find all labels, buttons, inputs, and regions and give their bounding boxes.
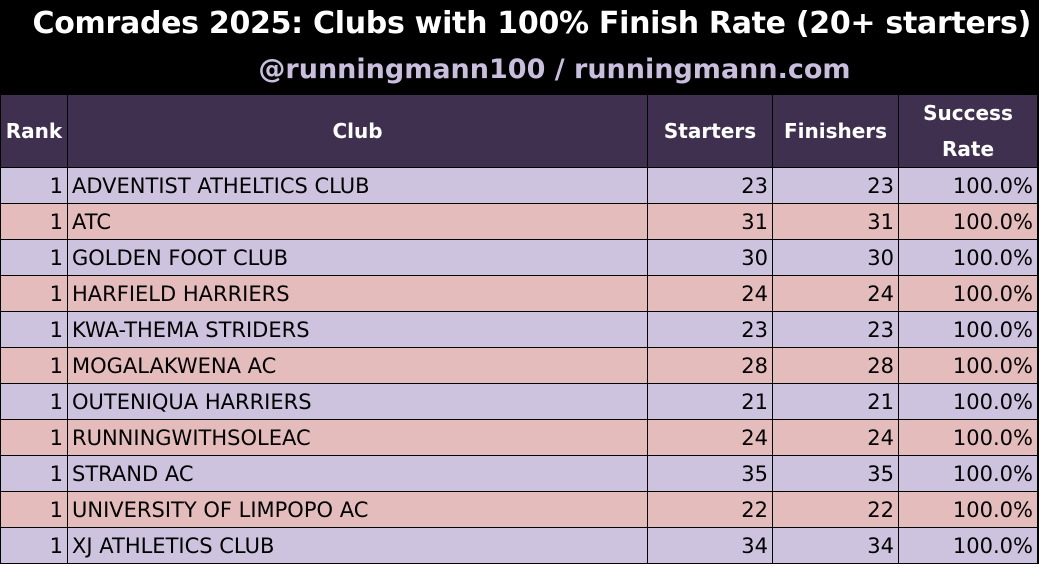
results-table: Rank Club Starters Finishers Success Rat… (0, 94, 1038, 564)
cell-success-rate: 100.0% (898, 275, 1038, 312)
cell-starters: 22 (647, 491, 773, 528)
cell-success-rate: 100.0% (898, 167, 1038, 204)
cell-starters: 35 (647, 455, 773, 492)
table-row: 1 KWA-THEMA STRIDERS 23 23 100.0% (0, 311, 1038, 348)
cell-club: UNIVERSITY OF LIMPOPO AC (67, 491, 648, 528)
cell-rank: 1 (0, 203, 68, 240)
table-row: 1 OUTENIQUA HARRIERS 21 21 100.0% (0, 383, 1038, 420)
cell-success-rate: 100.0% (898, 311, 1038, 348)
table-row: 1 UNIVERSITY OF LIMPOPO AC 22 22 100.0% (0, 491, 1038, 528)
cell-starters: 30 (647, 239, 773, 276)
cell-success-rate: 100.0% (898, 455, 1038, 492)
cell-club: OUTENIQUA HARRIERS (67, 383, 648, 420)
cell-finishers: 24 (772, 419, 899, 456)
cell-finishers: 28 (772, 347, 899, 384)
table-row: 1 XJ ATHLETICS CLUB 34 34 100.0% (0, 527, 1038, 564)
chart-subtitle: @runningmann100 / runningmann.com (258, 54, 851, 85)
cell-rank: 1 (0, 239, 68, 276)
table-row: 1 STRAND AC 35 35 100.0% (0, 455, 1038, 492)
cell-success-rate: 100.0% (898, 347, 1038, 384)
cell-starters: 31 (647, 203, 773, 240)
cell-finishers: 35 (772, 455, 899, 492)
cell-rank: 1 (0, 311, 68, 348)
cell-finishers: 30 (772, 239, 899, 276)
cell-finishers: 22 (772, 491, 899, 528)
header-club: Club (67, 94, 648, 168)
cell-finishers: 23 (772, 167, 899, 204)
cell-club: HARFIELD HARRIERS (67, 275, 648, 312)
cell-success-rate: 100.0% (898, 419, 1038, 456)
table-row: 1 MOGALAKWENA AC 28 28 100.0% (0, 347, 1038, 384)
cell-club: ATC (67, 203, 648, 240)
cell-finishers: 23 (772, 311, 899, 348)
cell-starters: 21 (647, 383, 773, 420)
header-rank: Rank (0, 94, 68, 168)
cell-rank: 1 (0, 491, 68, 528)
cell-success-rate: 100.0% (898, 203, 1038, 240)
cell-rank: 1 (0, 167, 68, 204)
header-starters: Starters (647, 94, 773, 168)
cell-club: GOLDEN FOOT CLUB (67, 239, 648, 276)
cell-rank: 1 (0, 275, 68, 312)
cell-success-rate: 100.0% (898, 239, 1038, 276)
cell-rank: 1 (0, 419, 68, 456)
table-row: 1 ADVENTIST ATHELTICS CLUB 23 23 100.0% (0, 167, 1038, 204)
cell-rank: 1 (0, 347, 68, 384)
table-row: 1 GOLDEN FOOT CLUB 30 30 100.0% (0, 239, 1038, 276)
cell-starters: 24 (647, 419, 773, 456)
cell-finishers: 31 (772, 203, 899, 240)
cell-starters: 23 (647, 311, 773, 348)
cell-starters: 28 (647, 347, 773, 384)
table-row: 1 ATC 31 31 100.0% (0, 203, 1038, 240)
cell-finishers: 24 (772, 275, 899, 312)
header-finishers: Finishers (772, 94, 899, 168)
table-body: 1 ADVENTIST ATHELTICS CLUB 23 23 100.0% 1 ATC 3… (0, 167, 1038, 564)
cell-starters: 24 (647, 275, 773, 312)
cell-rank: 1 (0, 455, 68, 492)
cell-starters: 23 (647, 167, 773, 204)
header-success-rate: Success Rate (898, 94, 1038, 168)
table-row: 1 HARFIELD HARRIERS 24 24 100.0% (0, 275, 1038, 312)
cell-club: MOGALAKWENA AC (67, 347, 648, 384)
cell-club: XJ ATHLETICS CLUB (67, 527, 648, 564)
cell-rank: 1 (0, 383, 68, 420)
table-header-row: Rank Club Starters Finishers Success Rat… (0, 94, 1038, 168)
chart-title: Comrades 2025: Clubs with 100% Finish Ra… (32, 6, 1032, 41)
cell-finishers: 21 (772, 383, 899, 420)
cell-success-rate: 100.0% (898, 383, 1038, 420)
cell-starters: 34 (647, 527, 773, 564)
cell-rank: 1 (0, 527, 68, 564)
cell-club: ADVENTIST ATHELTICS CLUB (67, 167, 648, 204)
cell-finishers: 34 (772, 527, 899, 564)
table-row: 1 RUNNINGWITHSOLEAC 24 24 100.0% (0, 419, 1038, 456)
cell-club: STRAND AC (67, 455, 648, 492)
cell-club: RUNNINGWITHSOLEAC (67, 419, 648, 456)
cell-success-rate: 100.0% (898, 527, 1038, 564)
cell-club: KWA-THEMA STRIDERS (67, 311, 648, 348)
cell-success-rate: 100.0% (898, 491, 1038, 528)
header: Comrades 2025: Clubs with 100% Finish Ra… (0, 0, 1039, 94)
